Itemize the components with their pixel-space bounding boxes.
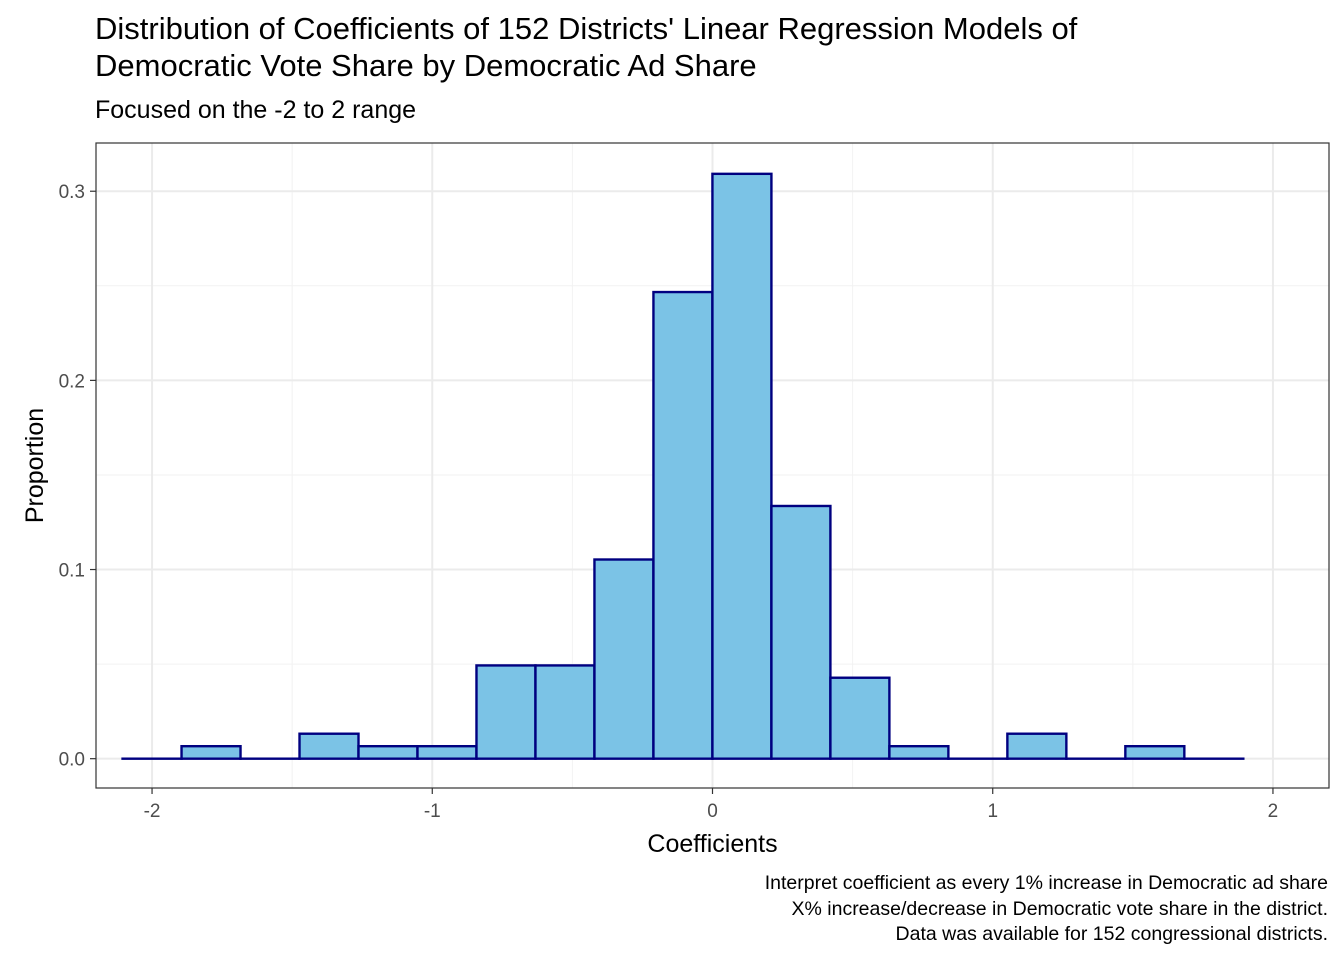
chart-title: Distribution of Coefficients of 152 Dist… bbox=[95, 10, 1315, 84]
x-axis-title: Coefficients bbox=[647, 830, 777, 858]
axes-layer: -2 -1 0 1 2 0.0 0.1 0.2 0.3 bbox=[59, 182, 1279, 822]
histogram-bar-3 bbox=[298, 732, 360, 760]
caption-line-1: Interpret coefficient as every 1% increa… bbox=[764, 872, 1328, 894]
chart-title-line-1: Distribution of Coefficients of 152 Dist… bbox=[95, 11, 1078, 46]
x-tick-label-3: 1 bbox=[987, 801, 998, 822]
x-tick-label-2: 0 bbox=[707, 801, 718, 822]
chart-title-line-2: Democratic Vote Share by Democratic Ad S… bbox=[95, 48, 757, 83]
caption-line-3: Data was available for 152 congressional… bbox=[895, 923, 1328, 945]
histogram-bar-9 bbox=[652, 290, 714, 760]
x-tick-label-1: -1 bbox=[424, 801, 441, 822]
histogram-bar-7 bbox=[534, 664, 596, 760]
y-axis-title: Proportion bbox=[21, 408, 49, 523]
bars-layer bbox=[121, 172, 1245, 760]
histogram-bar-1 bbox=[180, 744, 242, 760]
histogram-bar-6 bbox=[475, 664, 537, 760]
histogram-bar-13 bbox=[888, 744, 950, 760]
y-tick-label-1: 0.1 bbox=[59, 561, 85, 582]
histogram-bar-17 bbox=[1124, 744, 1186, 760]
histogram-bar-4 bbox=[357, 744, 419, 760]
chart-subtitle: Focused on the -2 to 2 range bbox=[95, 96, 417, 124]
histogram-bar-15 bbox=[1006, 732, 1068, 760]
x-tick-label-4: 2 bbox=[1268, 801, 1279, 822]
y-tick-label-0: 0.0 bbox=[59, 750, 85, 771]
histogram-bar-12 bbox=[829, 676, 891, 760]
histogram-bar-8 bbox=[593, 558, 655, 760]
histogram-bar-5 bbox=[416, 744, 478, 760]
histogram-bar-10 bbox=[711, 172, 773, 760]
x-tick-label-0: -2 bbox=[144, 801, 161, 822]
caption-line-2: X% increase/decrease in Democratic vote … bbox=[791, 898, 1329, 920]
histogram-bar-11 bbox=[770, 504, 832, 760]
y-tick-label-3: 0.3 bbox=[59, 182, 85, 203]
y-tick-label-2: 0.2 bbox=[59, 371, 85, 392]
